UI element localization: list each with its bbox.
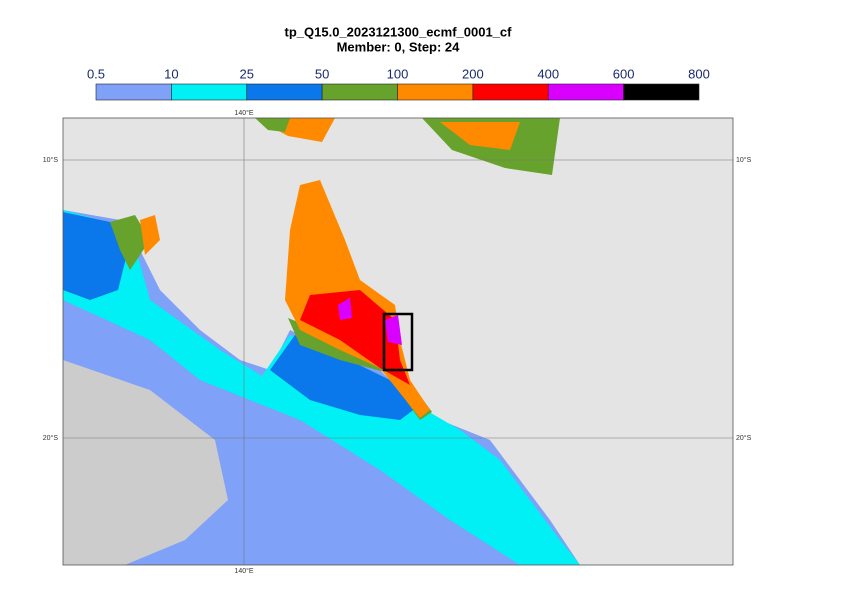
- rain-area: [255, 118, 290, 132]
- lat-label: 10°S: [43, 156, 59, 164]
- rain-area: [300, 290, 410, 385]
- lon-label: 140°E: [234, 567, 253, 575]
- rain-area: [338, 298, 352, 320]
- rain-area: [110, 215, 150, 270]
- rain-area: [140, 215, 160, 255]
- colorbar-tick-label: 400: [537, 66, 559, 81]
- colorbar-tick-label: 10: [164, 66, 178, 81]
- rain-area: [440, 122, 520, 150]
- map-frame: [62, 117, 734, 566]
- title: tp_Q15.0_2023121300_ecmf_0001_cf: [285, 24, 513, 39]
- rain-area: [385, 315, 402, 345]
- land-area: [63, 360, 228, 565]
- lat-label: 20°S: [736, 434, 752, 442]
- colorbar-swatch: [171, 83, 248, 101]
- colorbar-swatch: [547, 83, 624, 101]
- colorbar-swatch: [623, 83, 700, 101]
- colorbar-tick-label: 200: [462, 66, 484, 81]
- lat-label: 20°S: [43, 434, 59, 442]
- rain-area: [270, 335, 420, 420]
- colorbar-swatch: [95, 83, 172, 101]
- rain-area: [63, 212, 128, 300]
- colorbar: 0.5 10 25 50 100 200 400 600 800: [87, 66, 710, 101]
- colorbar-swatch: [397, 83, 474, 101]
- colorbar-tick-label: 800: [688, 66, 710, 81]
- colorbar-swatch: [321, 83, 398, 101]
- lat-label: 10°S: [736, 156, 752, 164]
- colorbar-tick-label: 600: [613, 66, 635, 81]
- colorbar-tick-label: 0.5: [87, 66, 105, 81]
- colorbar-tick-label: 100: [387, 66, 409, 81]
- region-box: [382, 312, 414, 372]
- rain-area: [288, 318, 432, 420]
- colorbar-tick-label: 25: [240, 66, 254, 81]
- lon-label: 140°E: [234, 109, 253, 117]
- colorbar-tick-label: 50: [315, 66, 329, 81]
- colorbar-swatch: [246, 83, 323, 101]
- colorbar-swatch: [472, 83, 549, 101]
- subtitle: Member: 0, Step: 24: [337, 39, 461, 54]
- map: [62, 117, 734, 566]
